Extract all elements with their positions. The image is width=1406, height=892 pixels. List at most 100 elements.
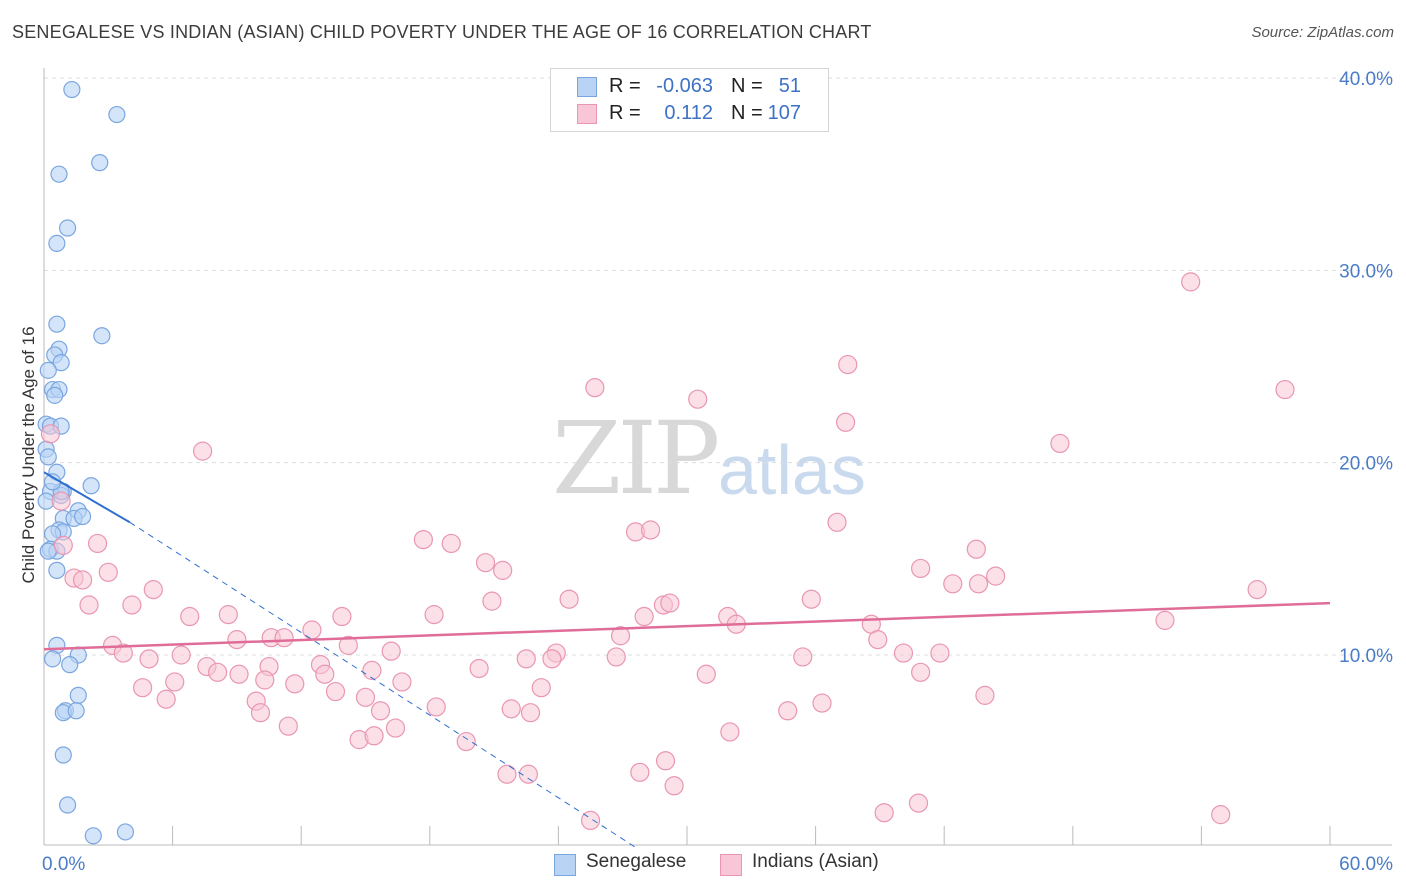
scatter-point-indian-asian bbox=[911, 558, 931, 579]
scatter-point-indian-asian bbox=[208, 662, 228, 682]
scatter-point-senegalese bbox=[84, 827, 102, 845]
trend-line-senegalese-extension bbox=[129, 521, 636, 848]
scatter-point-indian-asian bbox=[362, 660, 382, 680]
legend-r-label: R = bbox=[609, 102, 641, 124]
scatter-point-indian-asian bbox=[456, 731, 476, 752]
scatter-point-senegalese bbox=[63, 80, 81, 99]
scatter-point-indian-asian bbox=[1211, 805, 1231, 825]
scatter-point-indian-asian bbox=[441, 533, 461, 554]
bottom-legend-label: Indians (Asian) bbox=[752, 851, 879, 872]
scatter-point-indian-asian bbox=[812, 693, 832, 713]
scatter-point-indian-asian bbox=[520, 703, 541, 723]
scatter-point-indian-asian bbox=[516, 649, 536, 669]
x-tick-label: 60.0% bbox=[1339, 854, 1393, 875]
scatter-point-senegalese bbox=[58, 219, 77, 237]
legend-r-label: R = bbox=[609, 75, 641, 97]
scatter-point-indian-asian bbox=[559, 589, 579, 609]
y-tick-label: 10.0% bbox=[1339, 646, 1393, 667]
scatter-point-indian-asian bbox=[132, 678, 153, 698]
scatter-point-indian-asian bbox=[493, 560, 513, 580]
scatter-point-senegalese bbox=[48, 561, 66, 579]
scatter-point-indian-asian bbox=[542, 649, 562, 669]
scatter-point-senegalese bbox=[93, 327, 111, 345]
scatter-point-indian-asian bbox=[1155, 610, 1175, 630]
scatter-point-senegalese bbox=[39, 361, 57, 379]
scatter-point-indian-asian bbox=[424, 605, 444, 625]
scatter-point-indian-asian bbox=[606, 647, 626, 667]
scatter-point-indian-asian bbox=[688, 389, 708, 409]
scatter-point-senegalese bbox=[91, 154, 109, 172]
scatter-point-indian-asian bbox=[696, 664, 716, 684]
scatter-point-indian-asian bbox=[332, 606, 352, 627]
legend-n-value: 51 bbox=[778, 75, 801, 97]
scatter-point-senegalese bbox=[48, 315, 66, 333]
scatter-point-indian-asian bbox=[968, 574, 989, 594]
bottom-legend-swatch-pink bbox=[720, 854, 742, 876]
scatter-point-indian-asian bbox=[793, 647, 813, 667]
scatter-point-indian-asian bbox=[156, 689, 176, 709]
scatter-point-indian-asian bbox=[827, 512, 847, 532]
scatter-point-indian-asian bbox=[370, 701, 391, 721]
legend-row-indian-asian: R = 0.112 N = 107 bbox=[551, 101, 828, 127]
scatter-point-senegalese bbox=[46, 386, 64, 404]
legend-n-label: N = bbox=[731, 75, 763, 97]
scatter-point-indian-asian bbox=[868, 630, 888, 650]
scatter-point-indian-asian bbox=[122, 595, 142, 615]
scatter-point-indian-asian bbox=[139, 649, 159, 669]
scatter-point-indian-asian bbox=[469, 658, 489, 679]
scatter-point-indian-asian bbox=[274, 628, 294, 648]
legend-swatch-pink bbox=[577, 104, 597, 124]
scatter-point-indian-asian bbox=[381, 641, 401, 661]
scatter-point-indian-asian bbox=[482, 591, 502, 611]
scatter-point-indian-asian bbox=[250, 703, 271, 723]
scatter-point-indian-asian bbox=[51, 491, 71, 511]
scatter-point-indian-asian bbox=[531, 678, 551, 698]
axes bbox=[43, 68, 1392, 846]
scatter-point-indian-asian bbox=[501, 699, 521, 719]
scatter-point-indian-asian bbox=[364, 726, 384, 746]
scatter-point-indian-asian bbox=[1275, 379, 1295, 400]
scatter-point-indian-asian bbox=[930, 643, 950, 663]
y-tick-label: 40.0% bbox=[1339, 69, 1393, 90]
scatter-point-indian-asian bbox=[893, 643, 914, 663]
scatter-point-indian-asian bbox=[302, 620, 322, 640]
scatter-point-indian-asian bbox=[585, 378, 605, 398]
scatter-point-indian-asian bbox=[911, 662, 931, 682]
bottom-legend-swatch-blue bbox=[554, 854, 576, 876]
legend-r-value: 0.112 bbox=[664, 102, 713, 124]
scatter-point-indian-asian bbox=[660, 593, 680, 613]
scatter-point-indian-asian bbox=[778, 701, 798, 721]
scatter-point-senegalese bbox=[61, 656, 79, 674]
correlation-legend: R = -0.063 N = 51 R = 0.112 N = 107 bbox=[550, 68, 829, 132]
scatter-point-senegalese bbox=[54, 746, 72, 764]
scatter-point-indian-asian bbox=[227, 630, 247, 650]
scatter-point-indian-asian bbox=[355, 687, 376, 707]
scatter-point-indian-asian bbox=[87, 533, 108, 554]
scatter-point-indian-asian bbox=[338, 635, 358, 655]
scatter-point-indian-asian bbox=[838, 354, 858, 375]
scatter-point-indian-asian bbox=[720, 722, 740, 742]
scatter-point-indian-asian bbox=[229, 664, 249, 684]
scatter-point-indian-asian bbox=[943, 574, 963, 594]
scatter-point-indian-asian bbox=[113, 643, 133, 663]
scatter-point-indian-asian bbox=[413, 529, 433, 550]
scatter-point-indian-asian bbox=[40, 424, 61, 444]
scatter-point-indian-asian bbox=[53, 535, 73, 555]
trend-line-senegalese bbox=[43, 471, 131, 524]
y-tick-label: 30.0% bbox=[1339, 261, 1393, 282]
scatter-point-indian-asian bbox=[874, 803, 894, 823]
scatter-point-indian-asian bbox=[518, 764, 538, 784]
scatter-point-senegalese bbox=[82, 477, 100, 495]
scatter-point-indian-asian bbox=[1181, 272, 1201, 292]
scatter-point-indian-asian bbox=[278, 716, 298, 736]
grid-lines bbox=[44, 77, 1392, 656]
legend-n-label: N = bbox=[731, 102, 763, 124]
scatter-point-indian-asian bbox=[165, 672, 185, 692]
legend-n-value: 107 bbox=[767, 102, 801, 124]
scatter-point-senegalese bbox=[108, 105, 126, 124]
scatter-point-indian-asian bbox=[193, 441, 213, 461]
scatter-point-senegalese bbox=[50, 165, 68, 183]
scatter-point-senegalese bbox=[48, 234, 66, 253]
scatter-point-indian-asian bbox=[610, 626, 631, 646]
